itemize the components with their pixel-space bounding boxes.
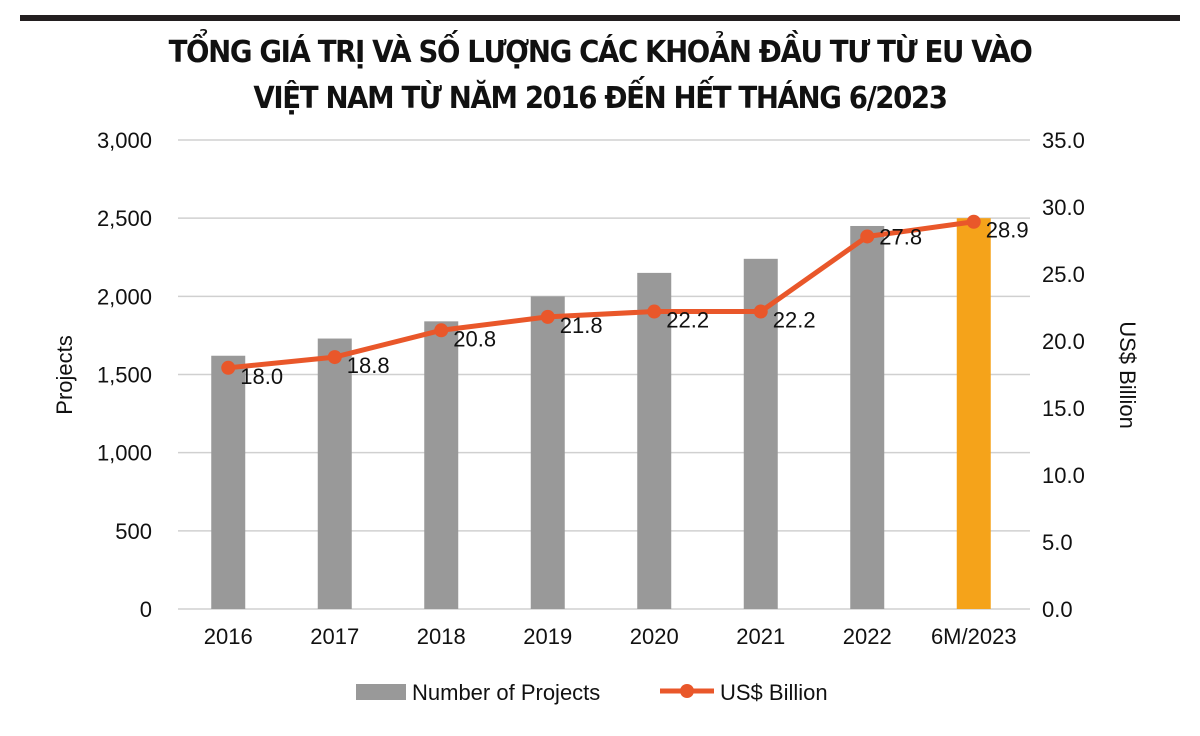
y2-tick-label: 35.0 — [1042, 128, 1085, 153]
x-tick-label: 2017 — [310, 624, 359, 649]
data-label: 27.8 — [879, 224, 922, 249]
data-label: 22.2 — [773, 308, 816, 333]
line-series — [227, 219, 975, 371]
legend-label-line: US$ Billion — [720, 680, 828, 705]
y2-tick-label: 0.0 — [1042, 597, 1073, 622]
data-label: 18.0 — [240, 364, 283, 389]
bar — [317, 338, 352, 609]
y-tick-label: 2,500 — [97, 206, 152, 231]
x-tick-label: 2018 — [417, 624, 466, 649]
line-point — [221, 360, 236, 375]
y2-axis-label: US$ Billion — [1115, 321, 1140, 429]
data-label: 20.8 — [453, 326, 496, 351]
y2-tick-label: 10.0 — [1042, 463, 1085, 488]
data-label: 28.9 — [986, 218, 1029, 243]
title-line-2: VIỆT NAM TỪ NĂM 2016 ĐẾN HẾT THÁNG 6/202… — [253, 81, 948, 116]
x-tick-label: 2019 — [523, 624, 572, 649]
bar — [850, 225, 885, 609]
line-point — [540, 309, 555, 324]
y-tick-label: 2,000 — [97, 284, 152, 309]
top-rule — [20, 15, 1180, 21]
bar — [424, 321, 459, 609]
legend-label-bars: Number of Projects — [412, 680, 600, 705]
line-point — [860, 229, 875, 244]
data-label: 21.8 — [560, 313, 603, 338]
bar — [637, 272, 672, 609]
x-tick-label: 6M/2023 — [931, 624, 1017, 649]
line-point — [327, 350, 342, 365]
y2-tick-label: 25.0 — [1042, 262, 1085, 287]
bar — [530, 296, 565, 609]
y2-tick-label: 20.0 — [1042, 329, 1085, 354]
legend-marker-line — [680, 684, 694, 698]
line-point — [647, 304, 662, 319]
y-tick-label: 1,500 — [97, 363, 152, 388]
title-line-1: TỔNG GIÁ TRỊ VÀ SỐ LƯỢNG CÁC KHOẢN ĐẦU T… — [168, 35, 1033, 70]
y-tick-label: 500 — [115, 519, 152, 544]
line-point — [966, 214, 981, 229]
x-tick-label: 2022 — [843, 624, 892, 649]
y2-tick-label: 5.0 — [1042, 530, 1073, 555]
data-label: 18.8 — [347, 353, 390, 378]
x-tick-label: 2021 — [736, 624, 785, 649]
bar — [211, 355, 246, 609]
y-tick-label: 0 — [140, 597, 152, 622]
x-tick-label: 2020 — [630, 624, 679, 649]
legend-swatch-bars — [356, 684, 406, 700]
y-tick-label: 3,000 — [97, 128, 152, 153]
y-axis-label: Projects — [52, 335, 77, 414]
y2-tick-label: 15.0 — [1042, 396, 1085, 421]
chart-title: TỔNG GIÁ TRỊ VÀ SỐ LƯỢNG CÁC KHOẢN ĐẦU T… — [48, 30, 1152, 122]
bar — [956, 218, 991, 609]
data-label: 22.2 — [666, 308, 709, 333]
y2-tick-label: 30.0 — [1042, 195, 1085, 220]
line-point — [434, 323, 449, 338]
line-point — [753, 304, 768, 319]
x-tick-label: 2016 — [204, 624, 253, 649]
y-tick-label: 1,000 — [97, 441, 152, 466]
